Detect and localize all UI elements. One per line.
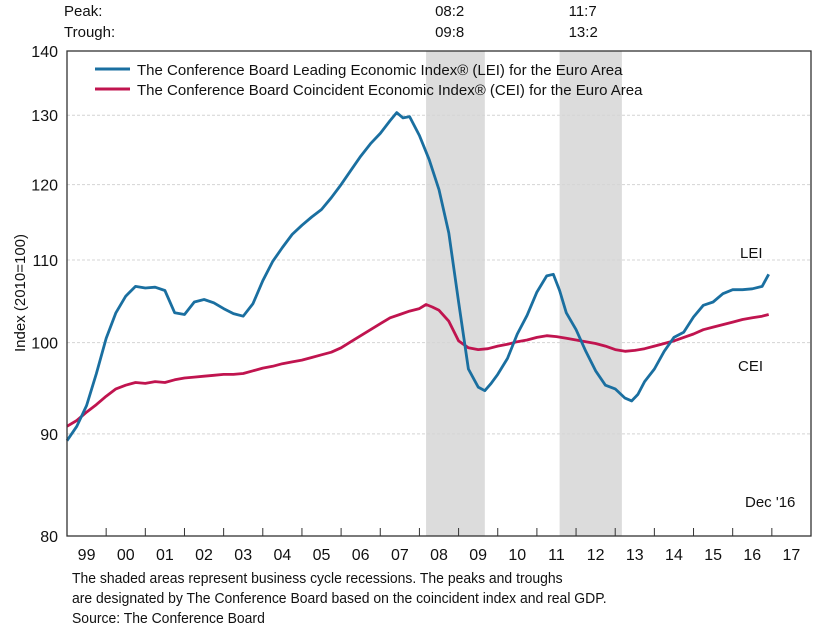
recession-band — [426, 51, 485, 536]
x-tick-label: 03 — [234, 547, 252, 564]
y-axis: 80 90 100 110 120 130 140 — [31, 44, 58, 546]
x-tick-label: 17 — [783, 547, 801, 564]
y-tick-label: 140 — [31, 44, 58, 61]
series-line-cei — [66, 303, 770, 428]
x-tick-label: 01 — [156, 547, 174, 564]
x-tick-label: 16 — [743, 547, 761, 564]
recession-band — [559, 51, 622, 536]
x-tick-label: 09 — [469, 547, 487, 564]
series-line-lei — [65, 111, 770, 442]
x-tick-label: 05 — [313, 547, 331, 564]
legend-label-lei: The Conference Board Leading Economic In… — [137, 62, 623, 79]
y-tick-label: 130 — [31, 108, 58, 125]
x-tick-label: 00 — [117, 547, 135, 564]
footnote-line-1: The shaded areas represent business cycl… — [72, 570, 563, 587]
x-tick-label: 13 — [626, 547, 644, 564]
legend: The Conference Board Leading Economic In… — [95, 62, 643, 99]
x-axis: 99 00 01 02 03 04 05 06 07 08 09 10 11 12 13 14 15 16 17 — [78, 528, 801, 564]
x-tick-label: 08 — [430, 547, 448, 564]
footnote-line-3: Source: The Conference Board — [72, 610, 265, 627]
x-tick-label: 04 — [273, 547, 291, 564]
peak-label: Peak: — [64, 3, 102, 20]
legend-label-cei: The Conference Board Coincident Economic… — [137, 82, 643, 99]
gridlines — [67, 114, 811, 435]
y-tick-label: 80 — [40, 529, 58, 546]
x-tick-label: 99 — [78, 547, 96, 564]
recession-peak-label: 08:2 — [435, 3, 464, 20]
annotation-date: Dec '16 — [745, 494, 795, 511]
y-axis-label: Index (2010=100) — [12, 234, 29, 352]
recession-labels: 08:2 09:8 11:7 13:2 — [435, 3, 598, 41]
x-tick-label: 12 — [587, 547, 605, 564]
footnote-line-2: are designated by The Conference Board b… — [72, 590, 607, 607]
x-tick-label: 07 — [391, 547, 409, 564]
recession-peak-label: 11:7 — [569, 3, 597, 20]
annotation-cei: CEI — [738, 358, 763, 375]
x-tick-label: 02 — [195, 547, 213, 564]
y-tick-label: 90 — [40, 427, 58, 444]
recession-trough-label: 09:8 — [435, 24, 464, 41]
x-tick-label: 14 — [665, 547, 683, 564]
x-tick-label: 11 — [548, 547, 565, 564]
trough-label: Trough: — [64, 24, 115, 41]
y-tick-label: 110 — [32, 253, 58, 270]
x-tick-label: 06 — [352, 547, 370, 564]
x-tick-label: 15 — [704, 547, 722, 564]
recession-bands — [426, 51, 622, 536]
series-layer — [65, 111, 770, 442]
annotation-lei: LEI — [740, 245, 763, 262]
recession-trough-label: 13:2 — [569, 24, 598, 41]
y-tick-label: 120 — [31, 178, 58, 195]
x-tick-label: 10 — [508, 547, 526, 564]
plot-frame — [66, 50, 812, 537]
y-tick-label: 100 — [31, 336, 58, 353]
